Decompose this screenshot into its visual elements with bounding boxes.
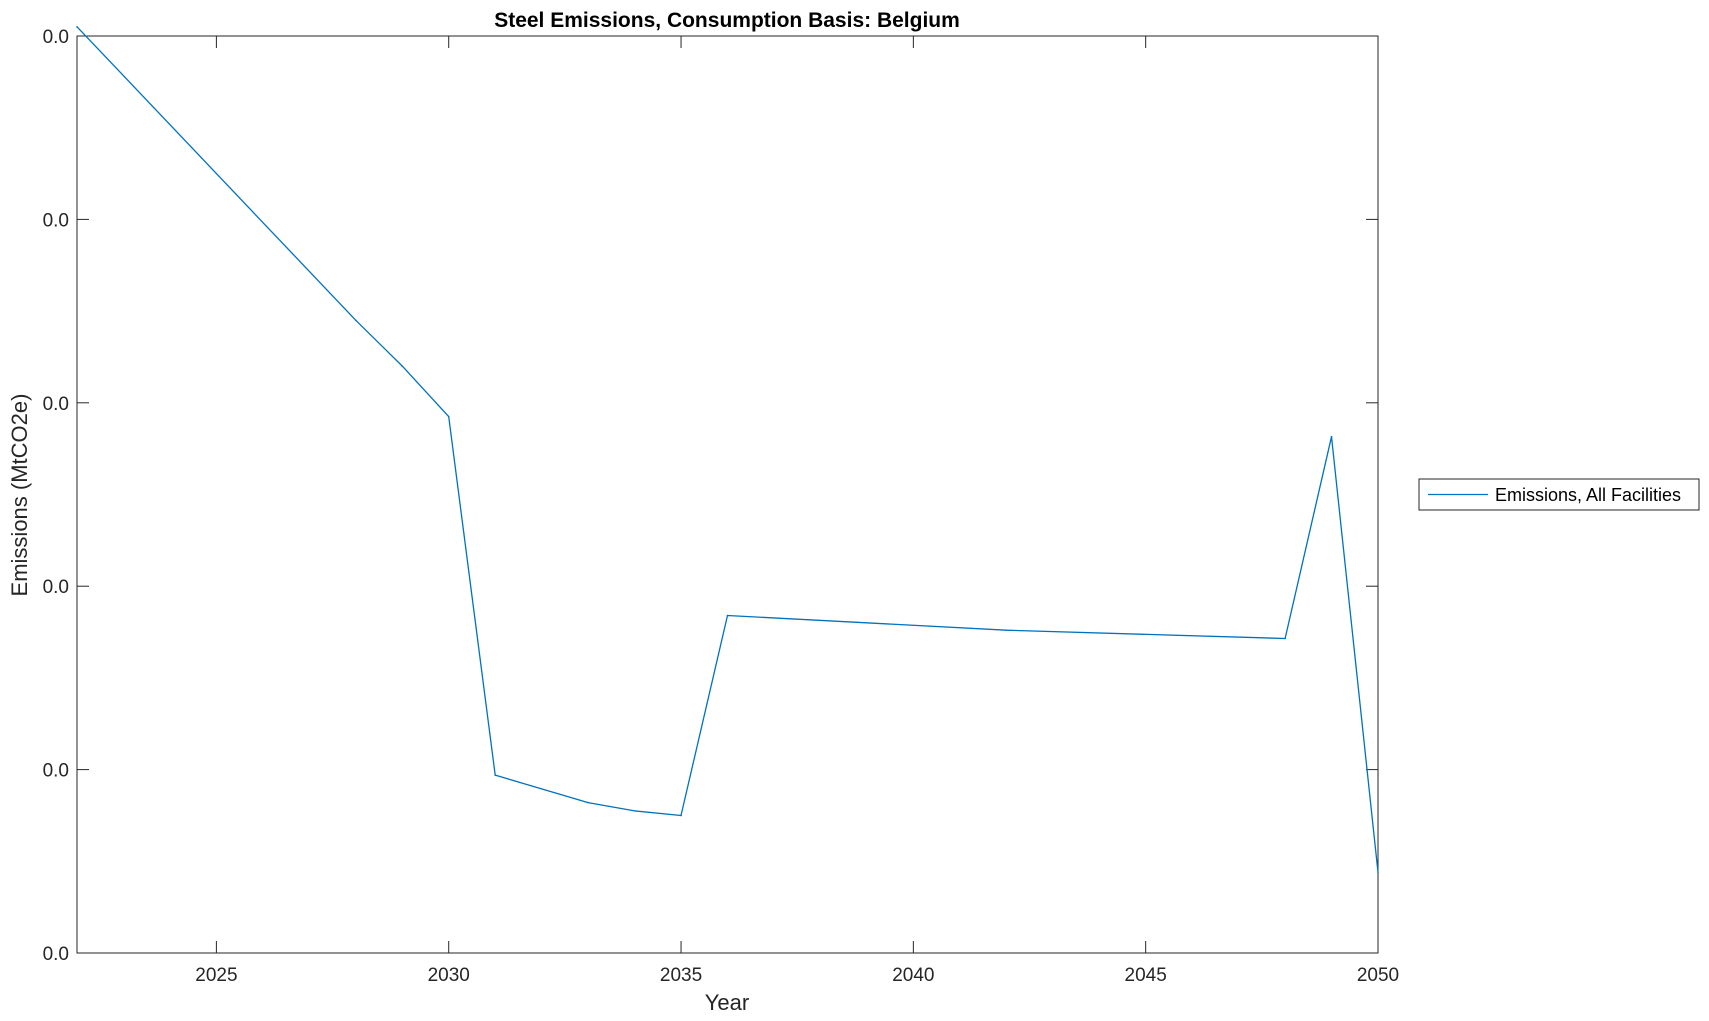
legend: Emissions, All Facilities [1418,478,1700,511]
data-point [76,26,78,28]
x-tick-label: 2050 [1357,965,1399,986]
y-axis-ticks: 0.0 0.0 0.0 0.0 0.0 0.0 [43,27,1378,965]
data-point [633,810,636,812]
x-axis-ticks: 2025 2030 2035 2040 2045 2050 [195,36,1399,986]
chart-title: Steel Emissions, Consumption Basis: Belg… [494,9,960,32]
y-tick-label: 0.0 [43,210,69,231]
x-axis-label: Year [705,990,749,1015]
y-tick-label: 0.0 [43,761,69,782]
y-axis-label: Emissions (MtCO2e) [7,394,32,597]
x-tick-label: 2025 [195,965,237,986]
data-point [447,415,450,418]
y-tick-label: 0.0 [43,394,69,415]
x-tick-label: 2040 [892,965,934,986]
data-point [354,319,357,322]
data-point [1377,871,1379,874]
x-tick-label: 2030 [428,965,470,986]
data-point [494,774,496,776]
data-point [401,365,404,367]
data-point [680,814,682,817]
x-tick-label: 2045 [1125,965,1167,986]
series-layer [76,26,1379,874]
data-point [1005,629,1008,632]
y-tick-label: 0.0 [43,577,69,598]
y-tick-label: 0.0 [43,944,69,965]
data-point [1330,435,1333,438]
data-point [726,614,729,617]
y-tick-label: 0.0 [43,27,69,48]
data-point [587,801,589,804]
x-tick-label: 2035 [660,965,702,986]
data-point [1284,637,1286,640]
series-line-0 [76,26,1379,873]
legend-entry-label: Emissions, All Facilities [1495,485,1681,505]
plot-area-frame [76,35,1379,954]
